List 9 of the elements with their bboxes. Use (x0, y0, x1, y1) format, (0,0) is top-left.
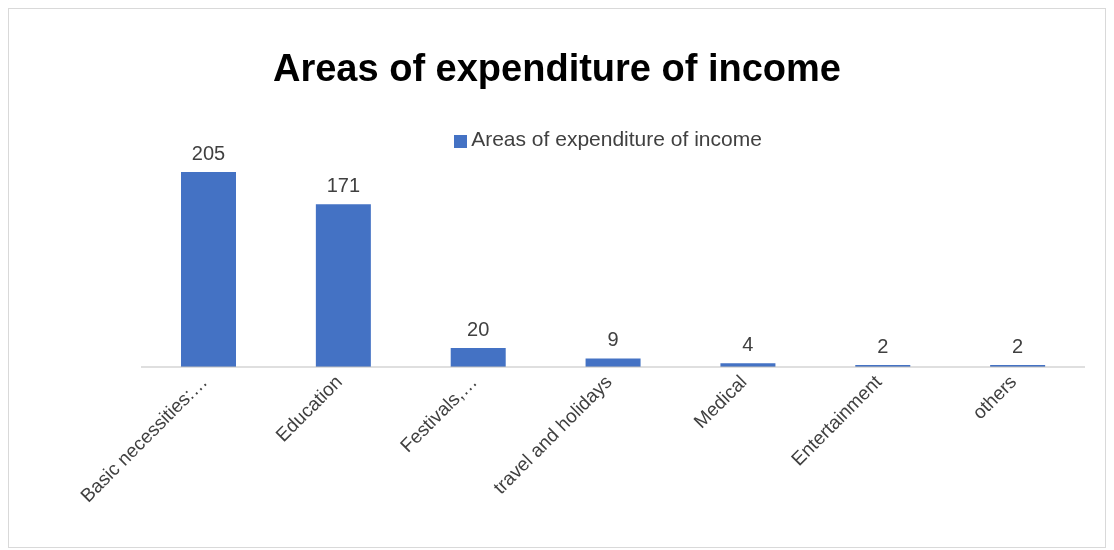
data-label: 9 (607, 328, 619, 351)
chart-title: Areas of expenditure of income (272, 46, 842, 91)
legend-label: Areas of expenditure of income (471, 127, 762, 150)
data-label: 205 (191, 142, 226, 164)
data-label: 20 (467, 317, 490, 340)
data-label: 4 (742, 333, 754, 356)
data-label: 2 (1012, 335, 1024, 358)
data-label: 171 (326, 174, 361, 197)
data-label: 2 (877, 335, 889, 358)
